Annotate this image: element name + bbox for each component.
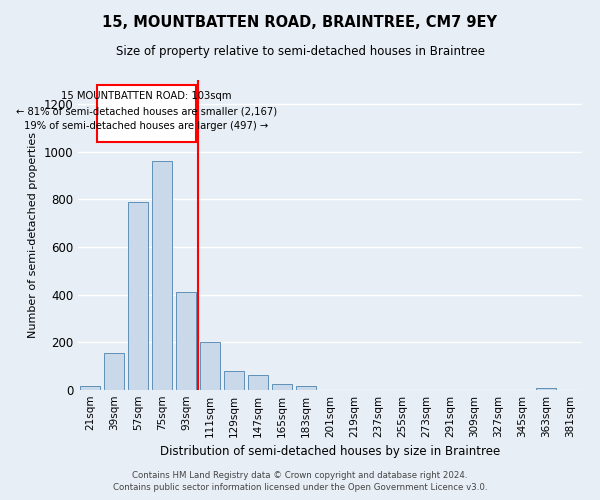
Bar xyxy=(272,384,292,390)
Text: Contains public sector information licensed under the Open Government Licence v3: Contains public sector information licen… xyxy=(113,484,487,492)
Bar xyxy=(296,386,316,390)
Bar xyxy=(536,388,556,390)
Bar xyxy=(176,292,196,390)
Text: 15 MOUNTBATTEN ROAD: 103sqm: 15 MOUNTBATTEN ROAD: 103sqm xyxy=(61,91,232,101)
Text: ← 81% of semi-detached houses are smaller (2,167): ← 81% of semi-detached houses are smalle… xyxy=(16,107,277,117)
Text: 15, MOUNTBATTEN ROAD, BRAINTREE, CM7 9EY: 15, MOUNTBATTEN ROAD, BRAINTREE, CM7 9EY xyxy=(103,15,497,30)
Bar xyxy=(224,371,244,390)
X-axis label: Distribution of semi-detached houses by size in Braintree: Distribution of semi-detached houses by … xyxy=(160,446,500,458)
Y-axis label: Number of semi-detached properties: Number of semi-detached properties xyxy=(28,132,38,338)
Bar xyxy=(128,202,148,390)
Bar xyxy=(104,353,124,390)
Text: Size of property relative to semi-detached houses in Braintree: Size of property relative to semi-detach… xyxy=(115,45,485,58)
Bar xyxy=(152,161,172,390)
Text: 19% of semi-detached houses are larger (497) →: 19% of semi-detached houses are larger (… xyxy=(24,122,269,132)
FancyBboxPatch shape xyxy=(97,85,196,142)
Bar xyxy=(80,386,100,390)
Bar xyxy=(200,342,220,390)
Text: Contains HM Land Registry data © Crown copyright and database right 2024.: Contains HM Land Registry data © Crown c… xyxy=(132,471,468,480)
Bar xyxy=(248,374,268,390)
